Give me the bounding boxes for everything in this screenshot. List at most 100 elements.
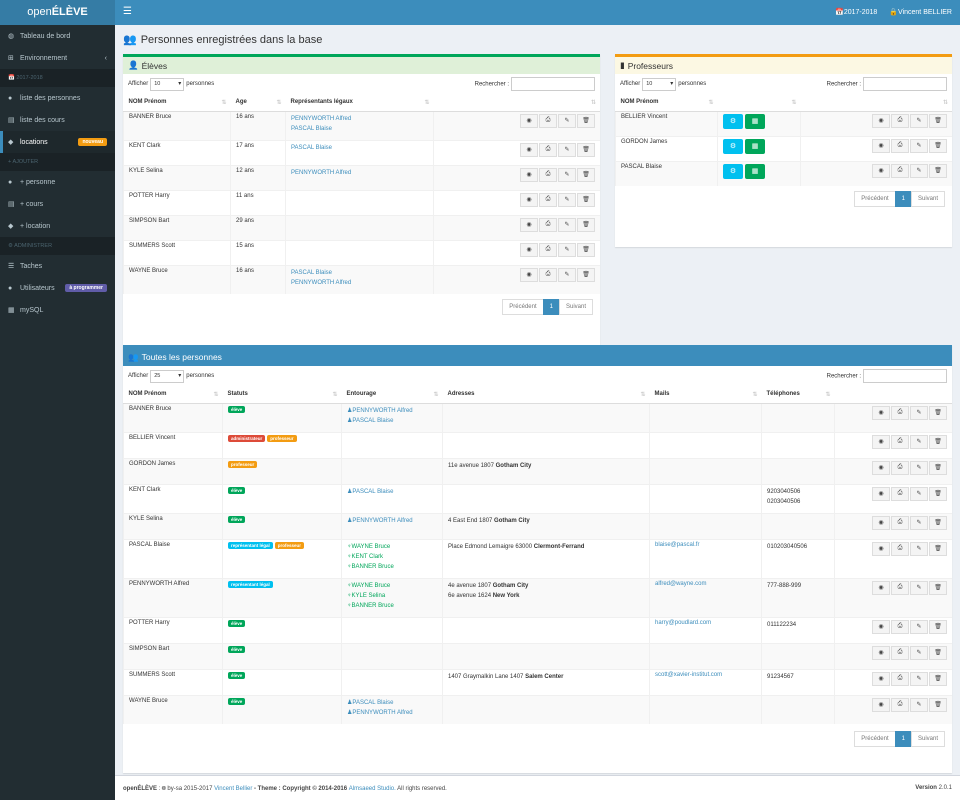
- edit-button[interactable]: ✎: [558, 142, 576, 157]
- col-name[interactable]: NOM Prénom ⇅: [123, 386, 223, 404]
- col-adresses[interactable]: Adresses ⇅: [442, 386, 650, 404]
- view-button[interactable]: ◉: [520, 142, 538, 157]
- view-button[interactable]: ◉: [520, 113, 538, 128]
- print-button[interactable]: ⎙: [539, 142, 557, 157]
- view-button[interactable]: ◉: [872, 113, 890, 128]
- view-button[interactable]: ◉: [872, 541, 890, 556]
- edit-button[interactable]: ✎: [910, 113, 928, 128]
- delete-button[interactable]: 🗑: [929, 671, 947, 686]
- entourage-link[interactable]: ♆BANNER Bruce: [347, 602, 394, 609]
- delete-button[interactable]: 🗑: [929, 113, 947, 128]
- col-telephones[interactable]: Téléphones ⇅: [761, 386, 835, 404]
- author-link[interactable]: Vincent Bellier: [214, 786, 253, 792]
- edit-button[interactable]: ✎: [910, 541, 928, 556]
- col-statuts[interactable]: Statuts ⇅: [222, 386, 342, 404]
- studio-link[interactable]: Almsaeed Studio.: [348, 786, 396, 792]
- print-button[interactable]: ⎙: [891, 541, 909, 556]
- entourage-link[interactable]: ♟PENNYWORTH Alfred: [347, 709, 413, 716]
- edit-button[interactable]: ✎: [910, 163, 928, 178]
- view-button[interactable]: ◉: [872, 697, 890, 712]
- settings-button[interactable]: ⚙: [723, 138, 743, 154]
- entourage-link[interactable]: ♆WAYNE Bruce: [347, 543, 391, 550]
- delete-button[interactable]: 🗑: [929, 697, 947, 712]
- delete-button[interactable]: 🗑: [577, 113, 595, 128]
- mail-link[interactable]: blaise@pascal.fr: [655, 541, 700, 548]
- view-button[interactable]: ◉: [520, 242, 538, 257]
- settings-button[interactable]: ⚙: [723, 113, 743, 129]
- print-button[interactable]: ⎙: [891, 671, 909, 686]
- edit-button[interactable]: ✎: [558, 192, 576, 207]
- view-button[interactable]: ◉: [872, 434, 890, 449]
- sidebar-item-users[interactable]: ● Utilisateurs à programmer: [0, 277, 115, 299]
- rep-link[interactable]: PASCAL Blaise: [291, 125, 333, 132]
- entourage-link[interactable]: ♟PENNYWORTH Alfred: [347, 407, 413, 414]
- col-name[interactable]: NOM Prénom ⇅: [615, 94, 718, 112]
- edit-button[interactable]: ✎: [910, 671, 928, 686]
- sidebar-toggle-icon[interactable]: ☰: [123, 6, 132, 17]
- delete-button[interactable]: 🗑: [929, 138, 947, 153]
- view-button[interactable]: ◉: [872, 460, 890, 475]
- edit-button[interactable]: ✎: [910, 645, 928, 660]
- col-mails[interactable]: Mails ⇅: [649, 386, 762, 404]
- edit-button[interactable]: ✎: [910, 434, 928, 449]
- edit-button[interactable]: ✎: [558, 242, 576, 257]
- print-button[interactable]: ⎙: [539, 167, 557, 182]
- delete-button[interactable]: 🗑: [929, 434, 947, 449]
- entourage-link[interactable]: ♆WAYNE Bruce: [347, 582, 391, 589]
- view-button[interactable]: ◉: [872, 163, 890, 178]
- next-button[interactable]: Suivant: [558, 299, 593, 315]
- sidebar-item-people[interactable]: ● liste des personnes: [8, 94, 81, 102]
- view-button[interactable]: ◉: [872, 138, 890, 153]
- page-1-button[interactable]: 1: [542, 299, 560, 315]
- delete-button[interactable]: 🗑: [929, 405, 947, 420]
- eleves-length-select[interactable]: 10: [150, 77, 185, 91]
- mail-link[interactable]: scott@xavier-institut.com: [655, 671, 723, 678]
- print-button[interactable]: ⎙: [539, 217, 557, 232]
- sidebar-item-environment[interactable]: ⊞ Environnement ‹: [8, 54, 107, 63]
- view-button[interactable]: ◉: [520, 192, 538, 207]
- col-entourage[interactable]: Entourage ⇅: [341, 386, 443, 404]
- delete-button[interactable]: 🗑: [929, 486, 947, 501]
- sidebar-item-add-location[interactable]: ◆ + location: [8, 222, 51, 231]
- edit-button[interactable]: ✎: [910, 580, 928, 595]
- calendar-button[interactable]: ▦: [745, 163, 765, 179]
- delete-button[interactable]: 🗑: [577, 142, 595, 157]
- sidebar-item-mysql[interactable]: ▦ mySQL: [8, 306, 44, 315]
- sidebar-item-add-course[interactable]: ▤ + cours: [8, 200, 44, 209]
- prev-button[interactable]: Précédent: [854, 191, 896, 207]
- col-reps[interactable]: Représentants légaux ⇅: [285, 94, 434, 112]
- print-button[interactable]: ⎙: [891, 697, 909, 712]
- view-button[interactable]: ◉: [872, 580, 890, 595]
- sidebar-item-add-person[interactable]: ● + personne: [8, 178, 56, 186]
- mail-link[interactable]: harry@poudlard.com: [655, 619, 712, 626]
- rep-link[interactable]: PASCAL Blaise: [291, 269, 333, 276]
- delete-button[interactable]: 🗑: [577, 267, 595, 282]
- print-button[interactable]: ⎙: [891, 113, 909, 128]
- view-button[interactable]: ◉: [872, 405, 890, 420]
- rep-link[interactable]: PENNYWORTH Alfred: [291, 279, 352, 286]
- mail-link[interactable]: alfred@wayne.com: [655, 580, 707, 587]
- edit-button[interactable]: ✎: [558, 267, 576, 282]
- edit-button[interactable]: ✎: [910, 515, 928, 530]
- settings-button[interactable]: ⚙: [723, 163, 743, 179]
- entourage-link[interactable]: ♆KENT Clark: [347, 553, 384, 560]
- view-button[interactable]: ◉: [520, 267, 538, 282]
- page-1-button[interactable]: 1: [894, 731, 912, 747]
- rep-link[interactable]: PENNYWORTH Alfred: [291, 115, 352, 122]
- entourage-link[interactable]: ♟PASCAL Blaise: [347, 699, 394, 706]
- delete-button[interactable]: 🗑: [929, 515, 947, 530]
- delete-button[interactable]: 🗑: [929, 541, 947, 556]
- col-name[interactable]: NOM Prénom ⇅: [123, 94, 231, 112]
- profs-length-select[interactable]: 10: [642, 77, 677, 91]
- toutes-search-input[interactable]: [863, 369, 947, 383]
- edit-button[interactable]: ✎: [558, 167, 576, 182]
- delete-button[interactable]: 🗑: [577, 242, 595, 257]
- edit-button[interactable]: ✎: [910, 405, 928, 420]
- rep-link[interactable]: PASCAL Blaise: [291, 144, 333, 151]
- edit-button[interactable]: ✎: [910, 460, 928, 475]
- next-button[interactable]: Suivant: [910, 191, 945, 207]
- print-button[interactable]: ⎙: [891, 515, 909, 530]
- print-button[interactable]: ⎙: [891, 486, 909, 501]
- entourage-link[interactable]: ♆BANNER Bruce: [347, 563, 394, 570]
- app-logo[interactable]: openÉLÈVE: [0, 0, 115, 25]
